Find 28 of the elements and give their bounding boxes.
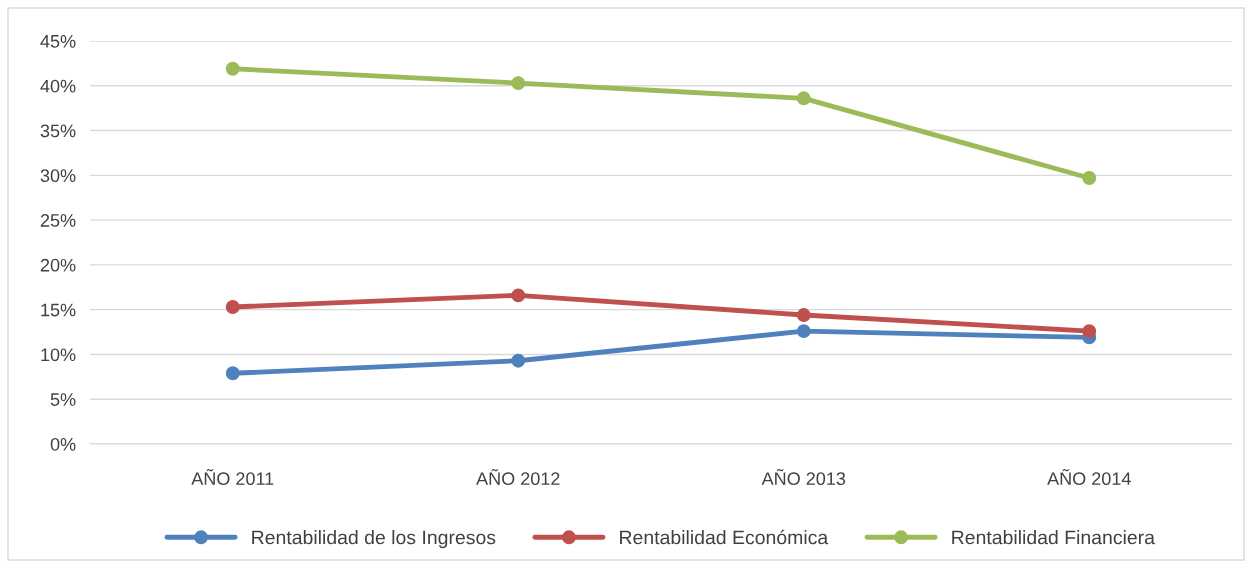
x-tick-label: AÑO 2014 xyxy=(1047,469,1131,486)
y-tick-label: 0% xyxy=(50,437,76,451)
legend-label: Rentabilidad de los Ingresos xyxy=(252,530,496,549)
point xyxy=(796,308,811,322)
point xyxy=(511,353,526,368)
y-tick-label: 40% xyxy=(40,79,76,93)
x-tick-label: AÑO 2012 xyxy=(476,469,560,486)
x-tick-label: AÑO 2011 xyxy=(191,469,274,486)
y-tick-label: 35% xyxy=(40,124,76,138)
x-tick-label: AÑO 2013 xyxy=(761,469,846,486)
point xyxy=(1082,171,1097,185)
point xyxy=(511,76,526,91)
point xyxy=(225,366,240,381)
y-tick-label: 25% xyxy=(40,214,76,227)
y-tick-label: 30% xyxy=(40,169,76,183)
legend-label: Rentabilidad Financiera xyxy=(952,530,1155,545)
y-tick-label: 45% xyxy=(40,35,76,48)
y-tick-label: 10% xyxy=(41,348,76,362)
legend-label: Rentabilidad Económica xyxy=(620,529,829,545)
point xyxy=(225,300,240,314)
y-tick-label: 15% xyxy=(41,303,76,317)
point xyxy=(796,91,811,106)
y-tick-label: 20% xyxy=(40,258,76,272)
point xyxy=(1082,324,1097,339)
point xyxy=(225,61,240,76)
point xyxy=(796,324,811,339)
point xyxy=(511,288,526,303)
y-tick-label: 5% xyxy=(50,393,76,406)
